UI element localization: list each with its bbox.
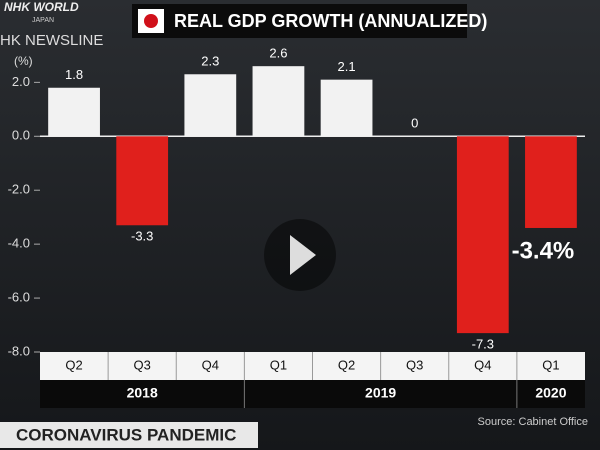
play-icon [290, 235, 316, 275]
x-tick-label: Q1 [542, 357, 559, 372]
bar [456, 136, 509, 334]
value-label: 2.6 [269, 46, 287, 61]
flag-sun [144, 14, 158, 28]
bar [252, 66, 305, 137]
x-tick-label: Q2 [65, 357, 82, 372]
logo: NHK WORLD [4, 0, 79, 14]
chart-title: REAL GDP GROWTH (ANNUALIZED) [174, 11, 487, 31]
value-label: 0 [411, 116, 418, 131]
banner [0, 422, 258, 448]
bar [116, 136, 169, 226]
x-tick-label: Q3 [406, 357, 423, 372]
x-tick-label: Q4 [474, 357, 491, 372]
value-label: 1.8 [65, 67, 83, 82]
x-tick-label: Q3 [134, 357, 151, 372]
x-tick-label: Q1 [270, 357, 287, 372]
title-box [132, 4, 467, 38]
bar [48, 87, 100, 137]
year-label: 2019 [365, 385, 396, 401]
y-tick-label: -8.0 [8, 343, 30, 358]
x-tick-label: Q4 [202, 357, 219, 372]
value-label: -3.3 [131, 229, 153, 244]
year-label: 2020 [535, 385, 566, 401]
year-label: 2018 [127, 385, 158, 401]
value-label: 2.3 [201, 54, 219, 69]
year-row [40, 380, 585, 408]
x-tick-label: Q2 [338, 357, 355, 372]
bar [320, 79, 373, 137]
y-tick-label: -6.0 [8, 290, 30, 305]
program-name: HK NEWSLINE [0, 32, 103, 49]
source: Source: Cabinet Office [478, 416, 588, 428]
bar [525, 136, 577, 228]
y-tick-label: 2.0 [12, 74, 30, 89]
value-label: 2.1 [338, 59, 356, 74]
y-tick-label: -2.0 [8, 182, 30, 197]
logo-sub: JAPAN [32, 17, 54, 24]
y-unit: (%) [14, 54, 33, 68]
y-tick-label: 0.0 [12, 128, 30, 143]
bar [184, 74, 237, 137]
value-label: -3.4% [512, 237, 575, 264]
banner-text: CORONAVIRUS PANDEMIC [16, 425, 236, 444]
y-tick-label: -4.0 [8, 236, 30, 251]
value-label: -7.3 [472, 337, 494, 352]
